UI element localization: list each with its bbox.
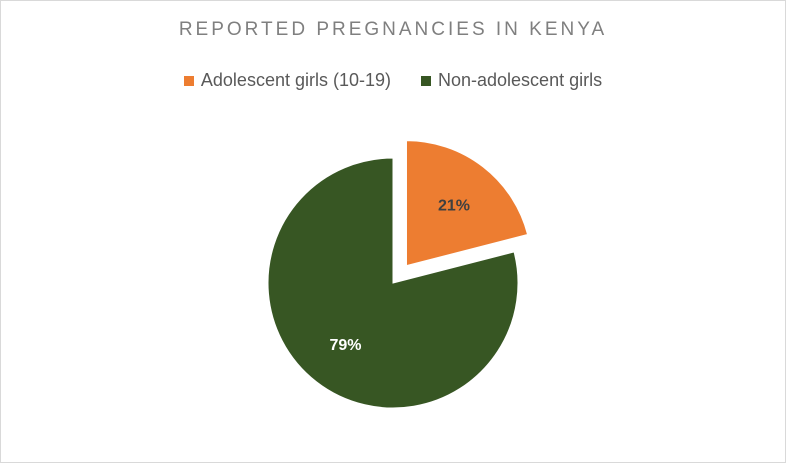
chart-title: REPORTED PREGNANCIES IN KENYA [178, 19, 608, 40]
data-label-adolescent: 21% [438, 197, 470, 214]
legend-swatch-non-adolescent [421, 75, 431, 86]
legend-label-adolescent: Adolescent girls (10-19) [200, 70, 391, 90]
legend-label-non-adolescent: Non-adolescent girls [438, 70, 603, 90]
legend-item-non-adolescent: Non-adolescent girls [421, 70, 602, 91]
pie-slice-adolescent [405, 140, 529, 267]
legend-swatch-adolescent [183, 75, 194, 86]
data-label-non-adolescent: 79% [329, 337, 361, 354]
legend: Adolescent girls (10-19) Non-adolescent … [1, 70, 785, 91]
legend-item-adolescent: Adolescent girls (10-19) [183, 70, 391, 91]
pie-slice-non-adolescent [267, 157, 519, 409]
